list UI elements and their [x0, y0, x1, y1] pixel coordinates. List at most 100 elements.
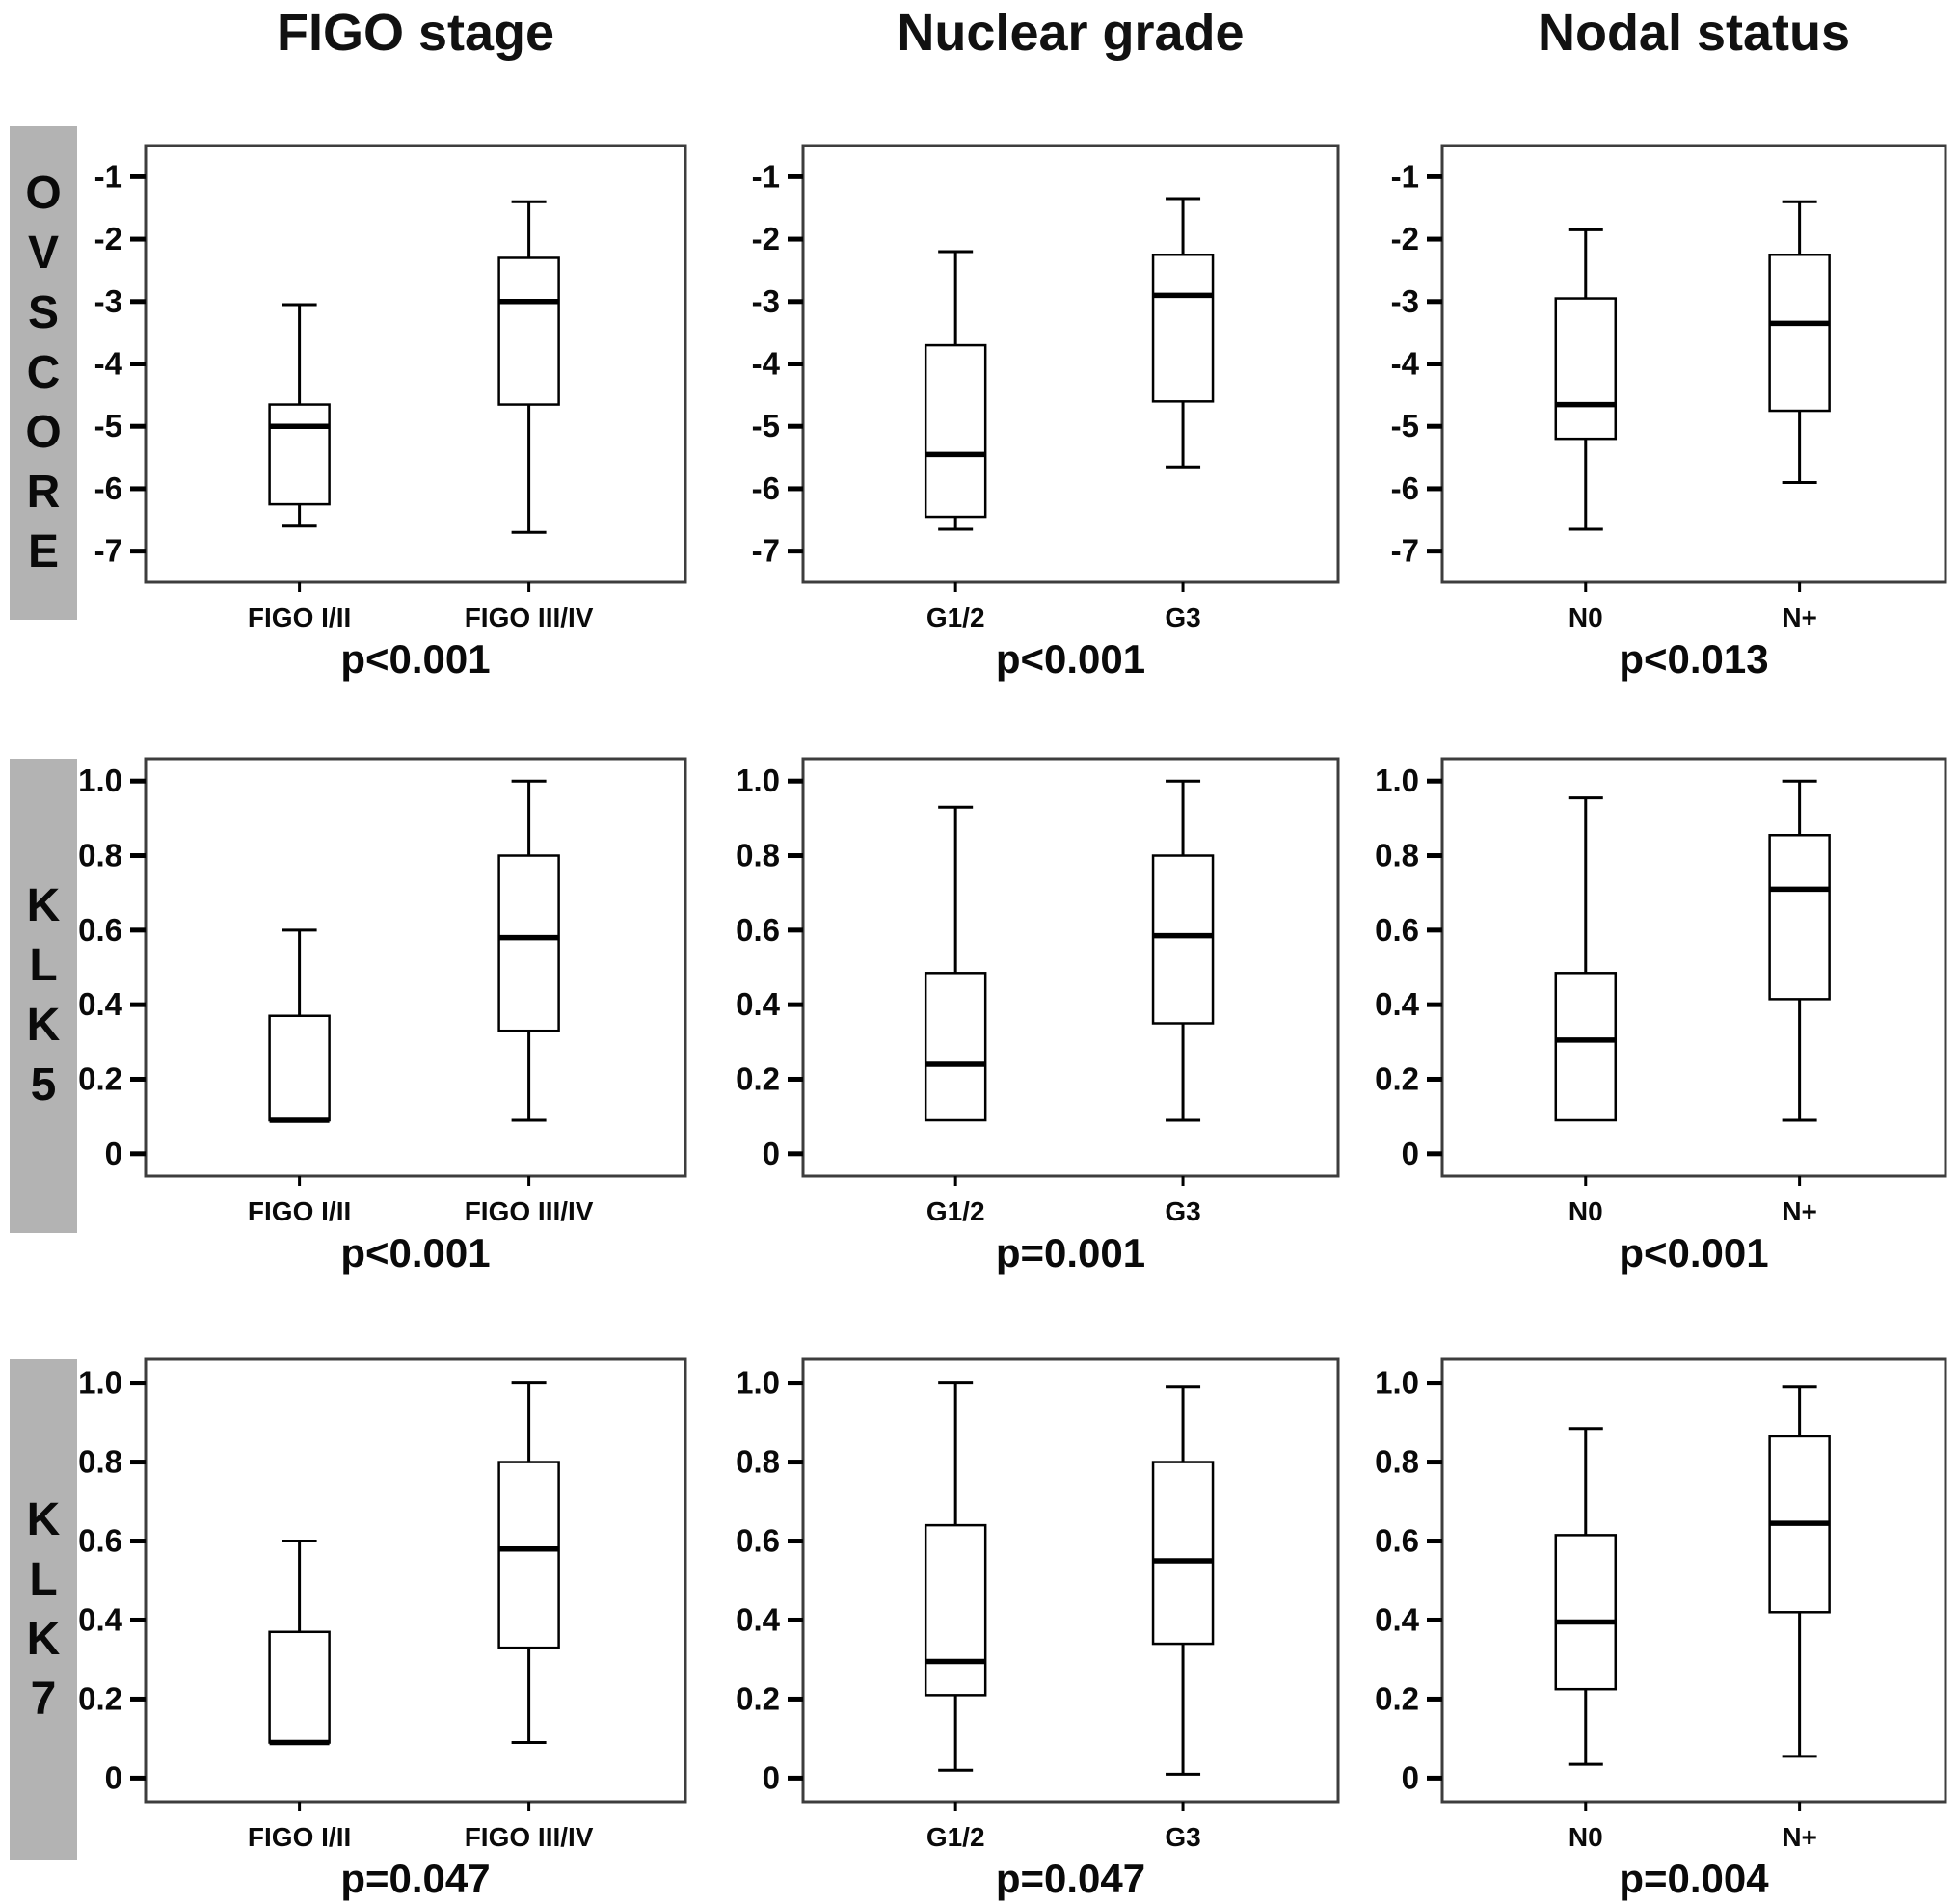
y-axis-tick-label: -2: [1391, 221, 1419, 256]
boxplot-panel-ovscore-grade: -1 -2 -3 -4 -5 -6 -7 G1/2 G3: [752, 144, 1340, 632]
x-category-label: N0: [1569, 603, 1603, 632]
x-category-label: G3: [1165, 603, 1200, 632]
x-category-label: N0: [1569, 1822, 1603, 1852]
row-label-letter: K: [26, 1613, 61, 1665]
iqr-box: [1768, 834, 1831, 1001]
p-value-klk7-grade: p=0.047: [995, 1856, 1146, 1901]
row-label-letter: O: [25, 168, 62, 219]
y-axis-tick-label: -6: [94, 470, 122, 506]
row-label-letter: 5: [30, 1059, 57, 1111]
y-axis-tick-label: 0: [1402, 1759, 1419, 1795]
y-axis-tick-label: -2: [94, 221, 122, 256]
y-axis-tick-label: 1.0: [736, 1365, 780, 1401]
y-axis-tick-label: -6: [752, 470, 780, 506]
y-axis-tick-label: 0.6: [1375, 912, 1419, 948]
row-label-letter: V: [27, 228, 59, 279]
row-label-letter: K: [26, 880, 61, 931]
boxplot-panel-klk7-grade: 1.0 0.8 0.6 0.4 0.2 0 G1/2 G3: [736, 1357, 1340, 1852]
x-category-label: FIGO I/II: [248, 603, 351, 632]
y-axis-tick-label: 0.4: [736, 1601, 781, 1637]
p-value-klk7-nodal: p=0.004: [1619, 1856, 1769, 1901]
row-label-letter: O: [25, 407, 62, 458]
p-value-ovscore-nodal: p<0.013: [1619, 636, 1769, 682]
y-axis-tick-label: -1: [1391, 158, 1419, 194]
x-category-label: N0: [1569, 1196, 1603, 1226]
x-category-label: N+: [1782, 1196, 1817, 1226]
x-category-label: FIGO III/IV: [465, 1822, 594, 1852]
y-axis-tick-label: 0.8: [1375, 1444, 1419, 1480]
x-category-label: G1/2: [926, 1196, 985, 1226]
y-axis-tick-label: 0.6: [78, 912, 122, 948]
x-category-label: G3: [1165, 1822, 1200, 1852]
iqr-box: [1554, 1534, 1618, 1691]
iqr-box: [268, 403, 331, 506]
x-category-label: N+: [1782, 1822, 1817, 1852]
p-value-ovscore-figo: p<0.001: [340, 636, 491, 682]
plot-frame: [801, 757, 1340, 1178]
iqr-box: [924, 343, 987, 519]
y-axis-tick-label: 0.2: [736, 1060, 780, 1096]
plot-frame: [144, 144, 687, 584]
y-axis-tick-label: 0.2: [1375, 1060, 1419, 1096]
iqr-box: [1554, 297, 1618, 441]
y-axis-tick-label: 0.8: [1375, 838, 1419, 873]
x-category-label: FIGO III/IV: [465, 1196, 594, 1226]
boxplot-panel-ovscore-nodal: -1 -2 -3 -4 -5 -6 -7 N0 N+: [1391, 144, 1947, 632]
y-axis-tick-label: 0.2: [78, 1060, 122, 1096]
p-value-klk5-nodal: p<0.001: [1619, 1230, 1769, 1275]
y-axis-tick-label: 0: [105, 1136, 122, 1171]
plot-frame: [1440, 757, 1947, 1178]
y-axis-tick-label: 0: [763, 1759, 780, 1795]
plot-frame: [144, 757, 687, 1178]
row-label-letter: R: [26, 467, 61, 518]
x-category-label: G3: [1165, 1196, 1200, 1226]
y-axis-tick-label: -4: [752, 346, 781, 382]
iqr-box: [1151, 1461, 1215, 1646]
x-category-label: G1/2: [926, 603, 985, 632]
y-axis-tick-label: -3: [1391, 283, 1419, 319]
y-axis-tick-label: 1.0: [1375, 763, 1419, 798]
x-category-label: FIGO I/II: [248, 1196, 351, 1226]
y-axis-tick-label: -5: [752, 408, 780, 443]
y-axis-tick-label: 1.0: [78, 1365, 122, 1401]
y-axis-tick-label: 0.4: [78, 1601, 123, 1637]
plot-frame: [1440, 144, 1947, 584]
iqr-box: [268, 1630, 331, 1744]
boxplot-panel-klk7-nodal: 1.0 0.8 0.6 0.4 0.2 0 N0 N+: [1375, 1357, 1947, 1852]
p-value-klk5-grade: p=0.001: [995, 1230, 1146, 1275]
y-axis-tick-label: 0.6: [78, 1523, 122, 1559]
column-header-nodal-status: Nodal status: [1537, 4, 1851, 62]
y-axis-tick-label: -5: [1391, 408, 1419, 443]
y-axis-tick-label: -7: [752, 533, 780, 569]
y-axis-tick-label: 0.4: [736, 986, 781, 1022]
y-axis-tick-label: -2: [752, 221, 780, 256]
y-axis-tick-label: 0: [763, 1136, 780, 1171]
plot-frame: [144, 1357, 687, 1804]
iqr-box: [497, 256, 560, 406]
boxplot-panel-ovscore-figo: -1 -2 -3 -4 -5 -6 -7 FIGO I/II FIGO III/IV: [94, 144, 687, 632]
plot-frame: [801, 144, 1340, 584]
boxplot-panel-klk5-grade: 1.0 0.8 0.6 0.4 0.2 0 G1/2 G3: [736, 757, 1340, 1226]
y-axis-tick-label: -1: [752, 158, 780, 194]
x-category-label: N+: [1782, 603, 1817, 632]
y-axis-tick-label: 0.4: [78, 986, 123, 1022]
p-value-ovscore-grade: p<0.001: [995, 636, 1146, 682]
iqr-box: [924, 972, 987, 1122]
y-axis-tick-label: 0.2: [1375, 1680, 1419, 1716]
y-axis-tick-label: 0.2: [78, 1680, 122, 1716]
y-axis-tick-label: 1.0: [78, 763, 122, 798]
p-value-klk5-figo: p<0.001: [340, 1230, 491, 1275]
y-axis-tick-label: -1: [94, 158, 122, 194]
row-label-letter: L: [29, 1553, 58, 1605]
column-header-figo-stage: FIGO stage: [276, 4, 555, 62]
iqr-box: [1151, 854, 1215, 1025]
y-axis-tick-label: 1.0: [1375, 1365, 1419, 1401]
y-axis-tick-label: 0.6: [1375, 1523, 1419, 1559]
iqr-box: [268, 1014, 331, 1122]
y-axis-tick-label: 0.6: [736, 1523, 780, 1559]
y-axis-tick-label: 0.8: [736, 838, 780, 873]
row-label-letter: S: [27, 287, 59, 338]
p-value-klk7-figo: p=0.047: [340, 1856, 491, 1901]
